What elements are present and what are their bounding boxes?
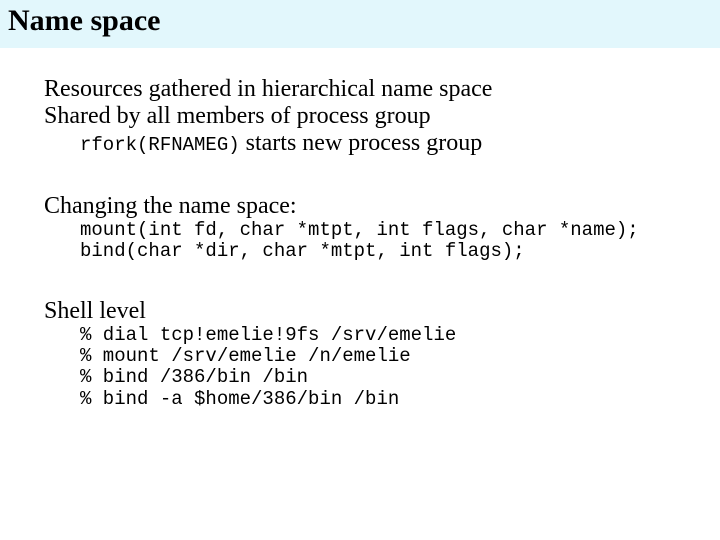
rfork-line: rfork(RFNAMEG) starts new process group (80, 130, 720, 157)
rfork-tail: starts new process group (240, 130, 483, 156)
shared-line: Shared by all members of process group (44, 103, 720, 130)
shell-cmd-1: % dial tcp!emelie!9fs /srv/emelie (80, 325, 720, 346)
shell-cmd-2: % mount /srv/emelie /n/emelie (80, 346, 720, 367)
changing-heading: Changing the name space: (44, 193, 720, 220)
slide-content: Resources gathered in hierarchical name … (0, 48, 720, 410)
title-banner: Name space (0, 0, 720, 48)
shell-cmd-3: % bind /386/bin /bin (80, 367, 720, 388)
bind-code-line: bind(char *dir, char *mtpt, int flags); (80, 241, 720, 262)
slide-title: Name space (8, 4, 712, 38)
shell-cmd-4: % bind -a $home/386/bin /bin (80, 389, 720, 410)
mount-code-line: mount(int fd, char *mtpt, int flags, cha… (80, 220, 720, 241)
rfork-code: rfork(RFNAMEG) (80, 134, 240, 156)
shell-heading: Shell level (44, 298, 720, 325)
resources-line: Resources gathered in hierarchical name … (44, 76, 720, 103)
